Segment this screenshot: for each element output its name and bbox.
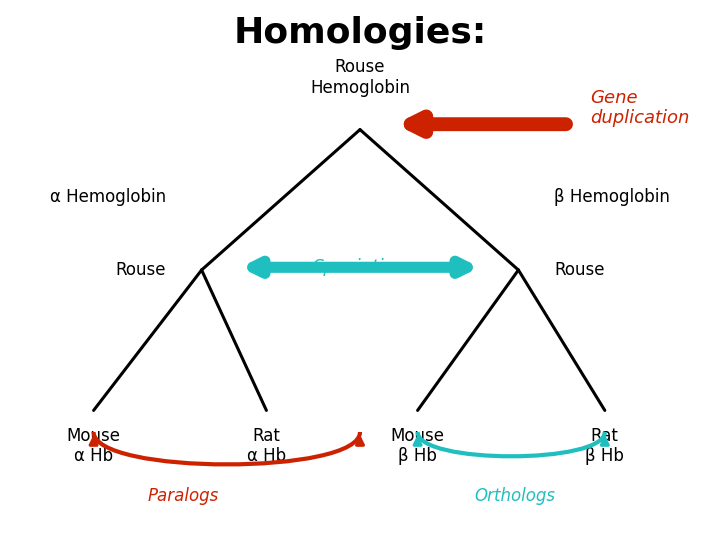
Text: Rouse: Rouse bbox=[554, 261, 605, 279]
Text: Speciation: Speciation bbox=[313, 258, 407, 276]
Text: Homologies:: Homologies: bbox=[233, 16, 487, 50]
Text: Mouse
α Hb: Mouse α Hb bbox=[67, 427, 121, 465]
Text: Mouse
β Hb: Mouse β Hb bbox=[390, 427, 444, 465]
Text: β Hemoglobin: β Hemoglobin bbox=[554, 188, 670, 206]
Text: α Hemoglobin: α Hemoglobin bbox=[50, 188, 166, 206]
Text: Rouse: Rouse bbox=[115, 261, 166, 279]
Text: Gene
duplication: Gene duplication bbox=[590, 89, 690, 127]
Text: Paralogs: Paralogs bbox=[148, 487, 219, 505]
Text: Rat
β Hb: Rat β Hb bbox=[585, 427, 624, 465]
Text: Orthologs: Orthologs bbox=[474, 487, 555, 505]
Text: Rouse
Hemoglobin: Rouse Hemoglobin bbox=[310, 58, 410, 97]
Text: Rat
α Hb: Rat α Hb bbox=[247, 427, 286, 465]
